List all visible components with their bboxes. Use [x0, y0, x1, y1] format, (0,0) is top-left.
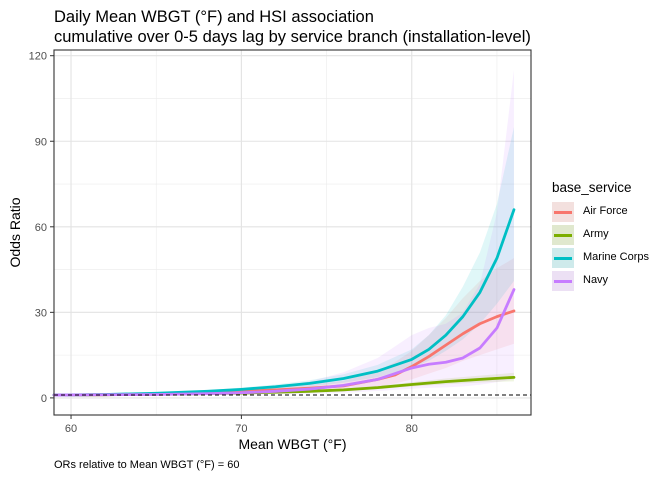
ci-band-navy — [54, 69, 514, 396]
legend-item-army: Army — [552, 224, 672, 246]
chart-title: Daily Mean WBGT (°F) and HSI association — [54, 8, 374, 26]
chart-subtitle: cumulative over 0-5 days lag by service … — [54, 28, 531, 46]
y-axis-label: Odds Ratio — [7, 197, 23, 267]
x-tick-label: 80 — [406, 423, 418, 435]
ci-band-air-force — [54, 258, 514, 396]
legend-key-air-force — [552, 202, 574, 222]
x-axis-label: Mean WBGT (°F) — [238, 436, 346, 452]
y-tick-label: 120 — [29, 51, 47, 63]
legend-line-swatch — [554, 234, 572, 237]
legend-item-navy: Navy — [552, 270, 672, 292]
chart-caption: ORs relative to Mean WBGT (°F) = 60 — [54, 459, 240, 471]
legend-line-swatch — [554, 211, 572, 214]
y-tick-label: 30 — [35, 307, 47, 319]
grid-layer — [54, 50, 531, 415]
y-tick-label: 0 — [41, 393, 47, 405]
legend-item-air-force: Air Force — [552, 201, 672, 223]
legend-key-army — [552, 225, 574, 245]
x-tick-label: 70 — [235, 423, 247, 435]
legend-line-swatch — [554, 257, 572, 260]
legend-key-marine-corps — [552, 248, 574, 268]
legend-label-air-force: Air Force — [583, 205, 628, 217]
series-lines — [52, 208, 516, 397]
y-tick-label: 90 — [35, 136, 47, 148]
y-tick-label: 60 — [35, 222, 47, 234]
legend-label-navy: Navy — [583, 274, 609, 286]
legend-key-navy — [552, 271, 574, 291]
x-tick-label: 60 — [65, 423, 77, 435]
legend-label-army: Army — [583, 228, 609, 240]
legend-title: base_service — [552, 180, 632, 195]
series-line-navy — [52, 288, 516, 397]
panel-border — [53, 49, 532, 416]
legend-item-marine-corps: Marine Corps — [552, 247, 672, 269]
axis-layer: 0 30 60 90 120 60 70 80 — [29, 51, 418, 435]
series-line-marine-corps — [52, 208, 516, 397]
legend-label-marine-corps: Marine Corps — [583, 251, 650, 263]
legend-line-swatch — [554, 280, 572, 283]
